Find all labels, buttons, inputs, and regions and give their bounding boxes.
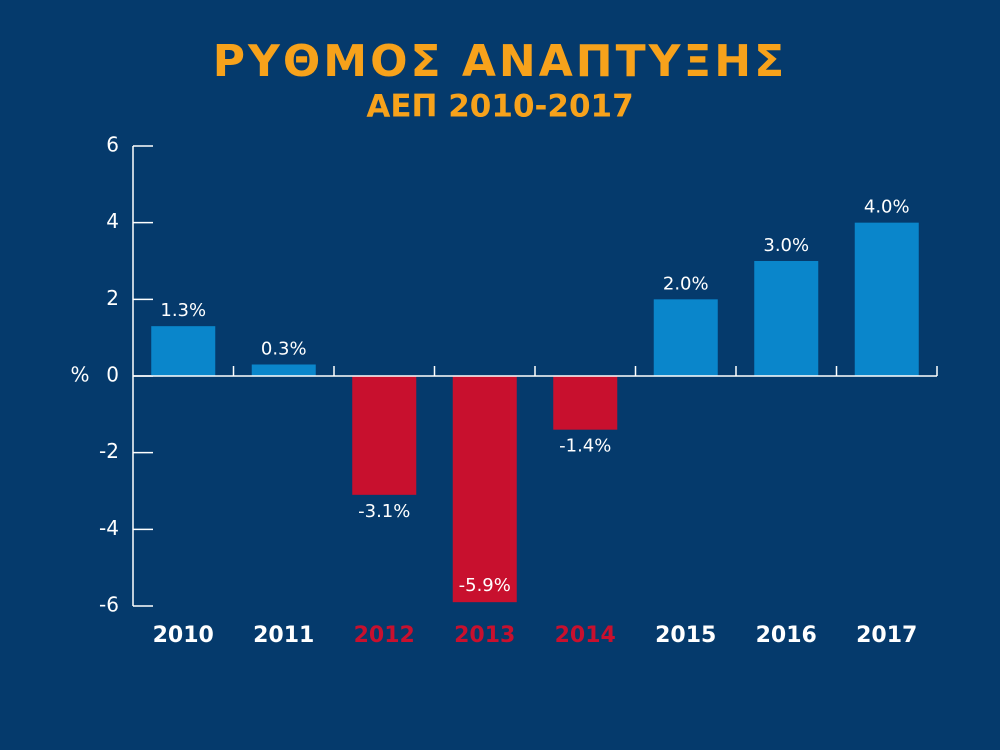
x-tick-label: 2017 — [856, 623, 917, 648]
data-label: 3.0% — [763, 235, 809, 256]
data-label: 2.0% — [663, 273, 709, 294]
chart-subtitle: ΑΕΠ 2010-2017 — [366, 89, 633, 125]
y-axis-label: % — [70, 363, 89, 387]
y-tick-label: 0 — [106, 363, 119, 387]
bar — [251, 364, 316, 376]
x-tick-label: 2014 — [555, 623, 616, 648]
x-tick-label: 2016 — [756, 623, 817, 648]
y-tick-label: -2 — [99, 439, 119, 463]
x-tick-label: 2011 — [253, 623, 314, 648]
bar — [352, 376, 417, 495]
data-label: -3.1% — [358, 501, 410, 522]
bar — [653, 299, 718, 376]
data-label: -1.4% — [559, 436, 611, 457]
data-label: 1.3% — [160, 300, 206, 321]
chart-title: ΡΥΘΜΟΣ ΑΝΑΠΤΥΞΗΣ — [213, 36, 787, 87]
bar — [854, 222, 919, 376]
y-tick-label: 4 — [106, 209, 119, 233]
data-label: 4.0% — [864, 197, 910, 218]
y-tick-label: 2 — [106, 286, 119, 310]
y-tick-label: -6 — [99, 593, 119, 617]
x-tick-label: 2012 — [354, 623, 415, 648]
bar — [452, 376, 517, 603]
y-tick-label: -4 — [99, 516, 119, 540]
data-label: -5.9% — [459, 575, 511, 596]
bar — [754, 261, 819, 376]
y-tick-label: 6 — [106, 133, 119, 157]
x-tick-label: 2015 — [655, 623, 716, 648]
data-label: 0.3% — [261, 339, 307, 360]
x-tick-label: 2010 — [153, 623, 214, 648]
bar — [151, 326, 216, 376]
x-tick-label: 2013 — [454, 623, 515, 648]
bar — [553, 376, 618, 430]
